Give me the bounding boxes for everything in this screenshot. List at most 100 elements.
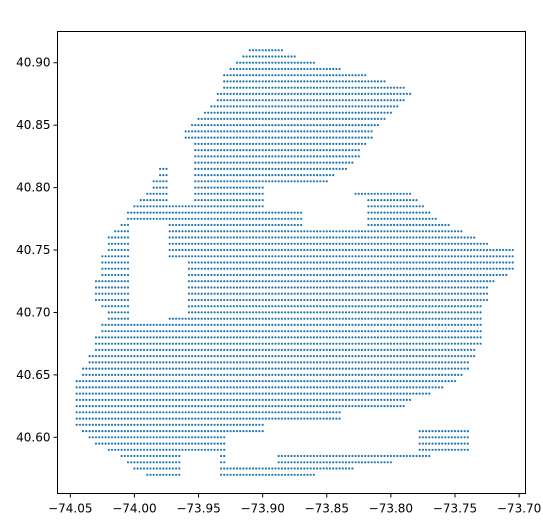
scatter-point — [235, 292, 239, 295]
scatter-point — [126, 280, 130, 283]
scatter-point — [85, 423, 88, 426]
scatter-point — [348, 92, 351, 95]
scatter-point — [197, 124, 200, 127]
scatter-point — [357, 386, 360, 389]
scatter-point — [332, 342, 335, 345]
scatter-point — [117, 236, 120, 239]
scatter-point — [229, 411, 232, 414]
scatter-point — [473, 248, 476, 252]
scatter-point — [300, 61, 303, 64]
scatter-point — [226, 405, 229, 408]
scatter-point — [197, 323, 200, 326]
scatter-point — [319, 149, 322, 152]
scatter-point — [383, 348, 386, 351]
scatter-point — [268, 67, 271, 71]
scatter-point — [248, 161, 251, 164]
scatter-point — [434, 298, 437, 302]
scatter-point — [312, 380, 315, 383]
scatter-point — [290, 273, 293, 277]
scatter-point — [322, 236, 325, 239]
scatter-point — [271, 242, 274, 245]
scatter-point — [316, 99, 319, 102]
scatter-point — [258, 311, 261, 314]
scatter-point — [280, 255, 283, 258]
scatter-point — [114, 317, 117, 320]
scatter-point — [120, 298, 123, 302]
scatter-point — [223, 205, 226, 208]
scatter-point — [376, 248, 380, 252]
scatter-point — [159, 367, 162, 370]
scatter-point — [351, 136, 354, 139]
scatter-point — [226, 417, 229, 420]
scatter-point — [460, 292, 463, 295]
scatter-point — [296, 167, 299, 170]
scatter-point — [271, 367, 274, 370]
scatter-point — [184, 323, 187, 326]
scatter-point — [277, 298, 280, 302]
scatter-point — [229, 267, 232, 270]
scatter-point — [309, 86, 312, 89]
scatter-point — [351, 248, 354, 252]
scatter-point — [364, 230, 367, 233]
scatter-point — [418, 323, 421, 326]
scatter-point — [341, 342, 344, 345]
scatter-point — [463, 323, 466, 326]
scatter-point — [248, 111, 251, 114]
scatter-point — [239, 367, 242, 370]
scatter-point — [229, 180, 232, 183]
scatter-point — [277, 236, 280, 239]
scatter-point — [277, 217, 280, 220]
scatter-point — [425, 292, 428, 295]
scatter-point — [348, 99, 351, 102]
scatter-point — [114, 355, 117, 358]
scatter-point — [203, 111, 207, 114]
scatter-point — [412, 255, 415, 258]
scatter-point — [117, 355, 120, 358]
scatter-point — [373, 199, 376, 202]
scatter-point — [133, 330, 136, 333]
scatter-point — [142, 330, 146, 333]
scatter-point — [277, 280, 280, 283]
scatter-point — [309, 149, 312, 152]
scatter-point — [296, 161, 299, 164]
scatter-point — [181, 380, 184, 383]
scatter-point — [441, 311, 444, 314]
scatter-point — [277, 180, 280, 183]
scatter-point — [370, 392, 373, 395]
scatter-point — [364, 273, 367, 277]
scatter-point — [197, 255, 200, 258]
scatter-point — [242, 361, 245, 364]
scatter-point — [287, 361, 290, 364]
scatter-point — [425, 380, 428, 383]
scatter-point — [370, 211, 373, 214]
scatter-point — [191, 255, 194, 258]
scatter-point — [284, 405, 287, 408]
scatter-point — [229, 273, 232, 277]
scatter-point — [271, 298, 274, 302]
scatter-point — [274, 67, 277, 71]
scatter-point — [142, 417, 146, 420]
scatter-point — [219, 174, 223, 177]
scatter-point — [460, 311, 463, 314]
scatter-point — [293, 267, 296, 270]
scatter-point — [354, 236, 357, 239]
scatter-point — [396, 199, 399, 202]
scatter-point — [393, 267, 396, 270]
scatter-point — [463, 361, 466, 364]
scatter-point — [441, 430, 444, 433]
scatter-point — [460, 373, 463, 376]
scatter-point — [171, 248, 174, 252]
scatter-point — [328, 174, 332, 177]
scatter-point — [290, 361, 293, 364]
scatter-point — [399, 405, 402, 408]
scatter-point — [155, 367, 158, 370]
scatter-point — [271, 280, 274, 283]
scatter-point — [383, 105, 386, 108]
scatter-point — [450, 255, 453, 258]
scatter-point — [117, 267, 120, 270]
scatter-point — [168, 398, 171, 401]
scatter-point — [168, 367, 171, 370]
scatter-point — [322, 155, 325, 158]
scatter-point — [251, 174, 255, 177]
scatter-point — [194, 392, 197, 395]
